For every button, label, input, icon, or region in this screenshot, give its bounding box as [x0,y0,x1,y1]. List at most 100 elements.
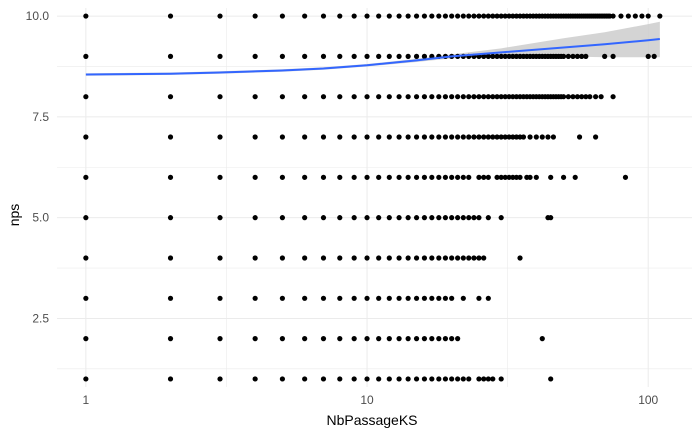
data-point [413,174,420,180]
data-point [83,53,89,59]
points-layer [83,13,663,382]
data-point [302,13,308,19]
data-point [533,174,539,180]
x-tick-label: 10 [360,393,374,407]
data-point [413,134,420,140]
data-point [471,255,477,261]
y-axis-title: nps [6,204,22,227]
x-axis-ticks: 1 10 100 [83,393,659,407]
data-point [574,94,581,100]
data-point [376,53,382,59]
data-point [376,376,382,382]
data-point [442,13,449,19]
data-point [279,295,285,301]
data-point [320,53,327,59]
data-point [320,376,327,382]
data-point [560,53,567,59]
data-point [455,255,461,261]
data-point [442,174,449,180]
data-point [565,53,571,59]
data-point [485,376,491,382]
data-point [455,376,461,382]
data-point [83,255,89,261]
data-point [572,174,578,180]
data-point [386,174,392,180]
data-point [167,295,174,301]
y-tick-label: 5.0 [32,211,49,225]
data-point [455,94,461,100]
data-point [579,53,585,59]
data-point [466,94,472,100]
data-point [421,255,428,261]
data-point [421,215,428,221]
data-point [481,376,487,382]
data-point [610,13,616,19]
data-point [610,94,616,100]
data-point [485,94,491,100]
data-point [351,53,357,59]
data-point [413,53,420,59]
data-point [351,174,357,180]
data-point [364,134,370,140]
data-point [460,13,466,19]
data-point [320,13,327,19]
data-point [421,94,428,100]
data-point [167,53,174,59]
data-point [455,336,461,342]
data-point [405,376,411,382]
data-point [217,376,223,382]
data-point [421,13,428,19]
data-point [351,255,357,261]
data-point [622,174,629,180]
data-point [364,13,370,19]
data-point [83,336,89,342]
data-point [476,215,482,221]
data-point [413,255,420,261]
data-point [502,134,508,140]
data-point [481,134,487,140]
data-point [498,174,504,180]
data-point [405,255,411,261]
data-point [490,134,496,140]
data-point [413,336,420,342]
data-point [645,53,651,59]
data-point [405,94,411,100]
data-point [481,53,487,59]
data-point [460,174,466,180]
data-point [217,255,223,261]
data-point [429,295,435,301]
data-point [460,255,466,261]
grid-minor [57,8,692,387]
data-point [386,295,392,301]
smooth-line-layer [85,38,660,76]
data-point [167,215,174,221]
data-point [570,94,576,100]
data-point [632,13,638,19]
data-point [217,13,223,19]
data-point [217,94,223,100]
data-point [302,134,308,140]
data-point [386,336,392,342]
data-point [506,53,512,59]
data-point [386,134,392,140]
data-point [481,174,487,180]
x-tick-label: 1 [83,393,90,407]
data-point [83,295,89,301]
data-point [405,53,411,59]
data-point [490,94,496,100]
data-point [364,215,370,221]
data-point [610,53,616,59]
data-point [520,134,527,140]
data-point [386,215,392,221]
data-point [320,94,327,100]
data-point [351,376,357,382]
data-point [376,13,382,19]
data-point [252,13,258,19]
data-point [502,13,508,19]
data-point [517,255,523,261]
data-point [337,295,343,301]
data-point [502,174,508,180]
data-point [396,215,402,221]
data-point [560,174,567,180]
